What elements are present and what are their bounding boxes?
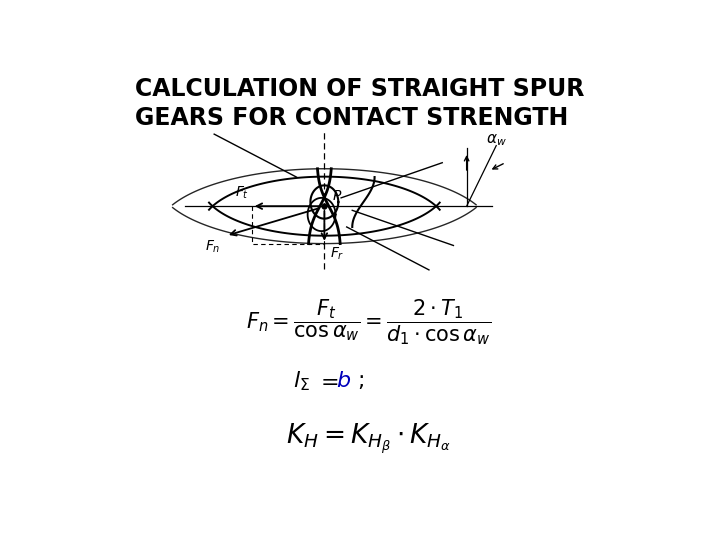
Text: $l_{\Sigma}$: $l_{\Sigma}$ <box>294 369 310 393</box>
Text: $;$: $;$ <box>356 371 364 391</box>
Text: $F_n$: $F_n$ <box>205 239 220 255</box>
Text: $=$: $=$ <box>316 371 338 391</box>
Text: $F_{n} = \dfrac{F_{t}}{\cos\alpha_{w}} = \dfrac{2 \cdot T_{1}}{d_{1} \cdot \cos\: $F_{n} = \dfrac{F_{t}}{\cos\alpha_{w}} =… <box>246 298 492 347</box>
Text: $F_t$: $F_t$ <box>235 184 249 201</box>
Text: CALCULATION OF STRAIGHT SPUR
GEARS FOR CONTACT STRENGTH: CALCULATION OF STRAIGHT SPUR GEARS FOR C… <box>135 77 584 130</box>
Text: $\alpha_w$: $\alpha_w$ <box>486 132 507 148</box>
Text: $F_r$: $F_r$ <box>330 246 344 262</box>
Text: P: P <box>333 189 341 203</box>
Text: $b$: $b$ <box>336 371 351 391</box>
Text: $K_{H} = K_{H_{\beta}} \cdot K_{H_{\alpha}}$: $K_{H} = K_{H_{\beta}} \cdot K_{H_{\alph… <box>287 422 451 456</box>
